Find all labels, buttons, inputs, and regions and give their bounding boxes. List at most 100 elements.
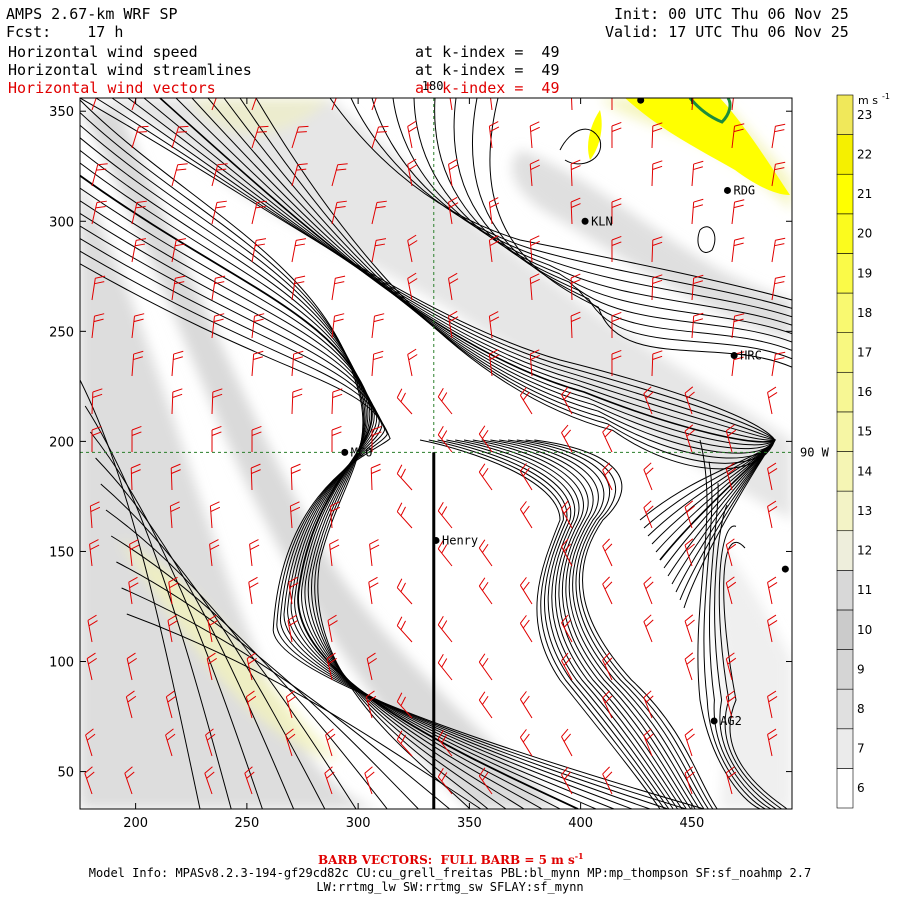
high-speed-core: [588, 98, 790, 195]
streamline-21: [80, 238, 669, 809]
station-dot-AG2: [710, 717, 718, 725]
colorbar-swatch-16: [836, 134, 854, 175]
wind-barb-165: [643, 576, 654, 605]
wind-barb-30: [448, 158, 459, 187]
wind-barb-131: [767, 462, 778, 491]
wind-barb-72: [91, 313, 105, 339]
colorbar-swatch-5: [836, 570, 854, 611]
streamline-31: [191, 98, 776, 577]
wind-barb-146: [209, 539, 220, 567]
streamline-2: [90, 431, 263, 809]
wind-barb-111: [251, 426, 262, 453]
shade-band-1: [80, 110, 560, 809]
wind-barb-190: [684, 652, 695, 681]
wind-barb-136: [329, 501, 341, 529]
wind-barb-144: [89, 539, 100, 567]
speed-core-yellow: [625, 98, 790, 195]
wind-barb-222: [437, 767, 453, 795]
wind-barb-107: [767, 386, 778, 415]
wind-barb-218: [204, 766, 215, 795]
wind-barb-108: [91, 426, 102, 453]
wind-barb-61: [171, 275, 186, 301]
wind-barb-99: [291, 388, 303, 415]
wind-barbs: [84, 98, 786, 795]
wind-barb-143: [767, 500, 778, 529]
wind-barb-10: [691, 98, 694, 111]
colorbar-label-12: 12: [857, 544, 872, 558]
colorbar-label-10: 10: [857, 623, 872, 637]
wind-barb-170: [207, 614, 218, 643]
wind-barb-109: [131, 426, 142, 453]
wind-barb-91: [529, 349, 540, 377]
streamline-7: [116, 561, 419, 809]
wind-barb-197: [396, 692, 413, 719]
wind-barb-189: [602, 652, 613, 681]
colorbar-swatch-1: [836, 728, 854, 769]
wind-barb-204: [85, 728, 96, 757]
plot-area: KLN RDG HRC MCO Henry AG2: [80, 98, 792, 809]
streamline-46: [507, 439, 705, 809]
wind-barb-172: [327, 614, 338, 643]
wind-barb-100: [331, 388, 343, 415]
streamline-8: [121, 587, 450, 809]
wind-barb-184: [326, 652, 337, 681]
streamline-66: [697, 226, 716, 253]
colorbar-label-16: 16: [857, 385, 872, 399]
wind-barb-157: [168, 576, 179, 605]
streamline-33: [223, 98, 776, 593]
wind-barb-98: [211, 388, 223, 415]
wind-barb-225: [602, 766, 613, 795]
colorbar-label-9: 9: [857, 662, 865, 676]
wind-barb-193: [165, 690, 177, 719]
field-streamlines-level: at k-index = 49: [415, 61, 560, 79]
wind-barb-213: [643, 728, 654, 757]
wind-barb-142: [684, 500, 695, 529]
wind-barb-86: [251, 350, 264, 377]
wind-barb-113: [371, 426, 382, 453]
wind-barb-174: [437, 615, 453, 643]
wind-barb-53: [407, 234, 418, 263]
streamline-29: [159, 98, 776, 561]
shade-band-3: [120, 540, 340, 760]
x-tick-label-200: 200: [123, 816, 148, 831]
streamline-56: [453, 98, 792, 351]
wind-barb-217: [124, 766, 135, 795]
wind-barb-101: [396, 388, 413, 415]
x-tick-label-250: 250: [234, 816, 259, 831]
wind-barb-129: [643, 462, 654, 491]
wind-barb-58: [731, 237, 745, 263]
wind-barb-16: [371, 125, 389, 149]
wind-barb-130: [725, 462, 737, 491]
wind-barb-65: [407, 272, 418, 301]
colorbar-label-15: 15: [857, 425, 872, 439]
wind-barb-83: [731, 313, 745, 339]
wind-barb-102: [437, 387, 453, 415]
wind-barb-120: [130, 463, 141, 491]
wind-barb-214: [684, 728, 695, 757]
wind-barb-54: [488, 235, 500, 263]
wind-barb-90: [488, 349, 500, 377]
wind-barb-208: [325, 728, 336, 757]
wind-barb-26: [211, 163, 228, 187]
streamline-36: [419, 439, 661, 809]
station-dot-Henry: [432, 536, 440, 544]
wind-barb-7: [490, 98, 493, 111]
wind-barb-35: [771, 161, 786, 187]
wind-barb-137: [396, 502, 413, 529]
wind-barb-126: [478, 463, 493, 491]
streamline-4: [100, 483, 326, 809]
wind-barb-97: [171, 388, 183, 415]
wind-barb-215: [767, 728, 778, 757]
init-time: Init: 00 UTC Thu 06 Nov 25: [614, 5, 849, 23]
streamline-28: [143, 98, 777, 553]
wind-barb-159: [288, 576, 299, 605]
wind-barb-141: [643, 500, 654, 529]
wind-barb-87: [291, 350, 304, 377]
colorbar-label-8: 8: [857, 702, 865, 716]
wind-barb-185: [366, 652, 377, 681]
field-wind-speed-label: Horizontal wind speed: [8, 43, 198, 61]
wind-barb-34: [691, 160, 704, 187]
wind-barb-191: [725, 652, 737, 681]
streamline-3: [95, 457, 295, 809]
wind-barb-89: [407, 348, 418, 377]
